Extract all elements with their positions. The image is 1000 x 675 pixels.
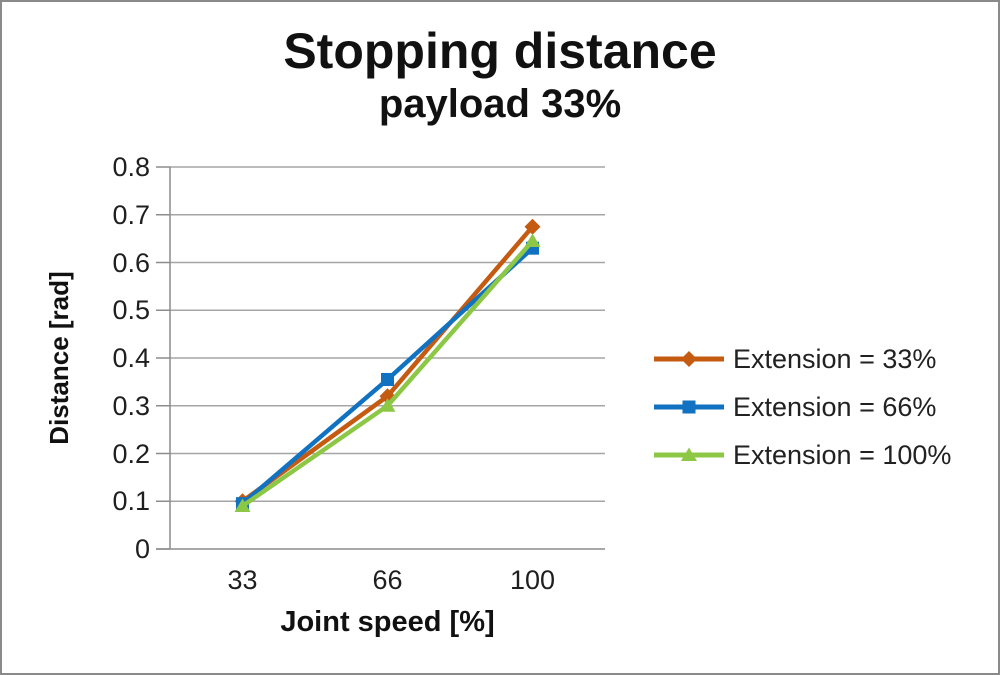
y-tick-label: 0.4 (112, 343, 150, 373)
chart-subtitle: payload 33% (378, 82, 622, 126)
x-tick-label: 100 (509, 565, 556, 595)
y-tick-label: 0.7 (112, 199, 150, 230)
diamond-marker (681, 351, 697, 367)
legend-label: Extension = 100% (733, 439, 952, 470)
y-tick-label: 0 (134, 534, 150, 564)
y-tick-label: 0.5 (112, 295, 150, 326)
legend-label: Extension = 33% (733, 343, 937, 374)
legend-marker-sample (654, 351, 724, 367)
y-tick-label: 0.8 (112, 152, 150, 182)
square-marker (682, 400, 696, 414)
triangle-marker (524, 233, 541, 248)
x-axis-title: Joint speed [%] (280, 606, 495, 638)
legend-marker-sample (654, 400, 724, 414)
legend-item: Extension = 33% (652, 335, 951, 383)
y-tick-label: 0.1 (112, 486, 150, 517)
legend-marker-sample (654, 447, 724, 461)
x-tick-label: 33 (227, 565, 258, 595)
triangle-marker (681, 447, 697, 461)
legend-label: Extension = 66% (733, 391, 937, 422)
triangle-marker (234, 498, 251, 513)
legend-item: Extension = 66% (652, 383, 951, 431)
series-line (241, 225, 535, 504)
x-tick-label: 66 (372, 565, 403, 595)
y-tick-label: 0.6 (112, 247, 150, 278)
square-marker (381, 372, 394, 386)
chart-title: Stopping distance (283, 23, 717, 79)
legend-item: Extension = 100% (652, 431, 951, 479)
legend: Extension = 33% Extension = 66% Extension … (652, 335, 951, 479)
y-tick-label: 0.3 (112, 390, 150, 421)
y-tick-label: 0.2 (112, 438, 150, 469)
y-axis-title: Distance [rad] (44, 271, 74, 445)
diamond-marker (524, 218, 541, 235)
triangle-marker (379, 398, 396, 412)
